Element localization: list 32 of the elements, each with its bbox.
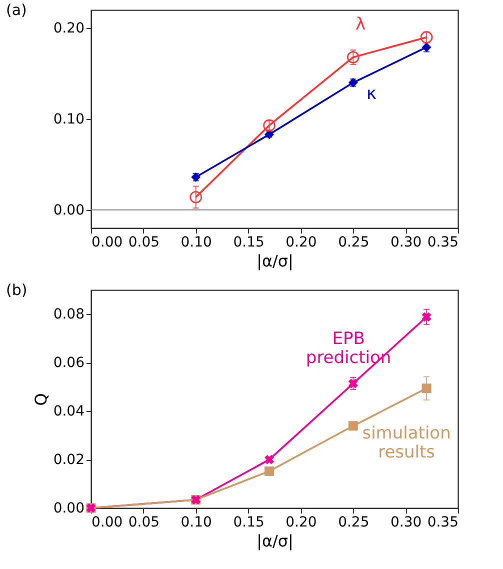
x-tick-label: 0.00 — [92, 514, 123, 530]
x-tick-label: 0.10 — [180, 514, 212, 530]
series-label: κ — [366, 84, 377, 104]
series-label: simulation results — [362, 423, 451, 462]
x-tick-label: 0.35 — [427, 514, 458, 530]
x-axis-title: |α/σ| — [256, 252, 294, 270]
y-tick-label: 0.04 — [53, 404, 85, 420]
x-tick-label: 0.30 — [390, 514, 422, 530]
series-label: λ — [356, 14, 366, 34]
y-tick-label: 0.20 — [53, 20, 84, 37]
chart-title: (b) — [6, 281, 28, 299]
x-tick-label: 0.10 — [180, 234, 212, 250]
y-tick-label: 0.08 — [53, 306, 84, 323]
chart-title: (a) — [6, 1, 27, 19]
y-tick-label: 0.10 — [53, 112, 84, 128]
x-tick-label: 0.15 — [233, 514, 264, 530]
x-tick-label: 0.20 — [286, 234, 317, 250]
x-tick-label: 0.30 — [390, 234, 422, 250]
x-tick-label: 0.05 — [128, 234, 160, 250]
x-axis-title: |α/σ| — [256, 532, 294, 550]
y-tick-label: 0.02 — [53, 452, 84, 468]
x-tick-label: 0.15 — [233, 234, 264, 250]
x-tick-label: 0.05 — [128, 514, 160, 530]
y-tick-label: 0.00 — [53, 500, 84, 516]
x-tick-label: 0.25 — [338, 234, 370, 250]
x-tick-label: 0.00 — [92, 234, 123, 250]
x-tick-label: 0.35 — [427, 234, 458, 250]
y-axis-title: Q — [31, 393, 50, 406]
x-tick-label: 0.20 — [286, 514, 317, 530]
x-tick-label: 0.25 — [338, 514, 370, 530]
y-tick-label: 0.06 — [53, 355, 85, 372]
y-tick-label: 0.00 — [53, 202, 84, 218]
